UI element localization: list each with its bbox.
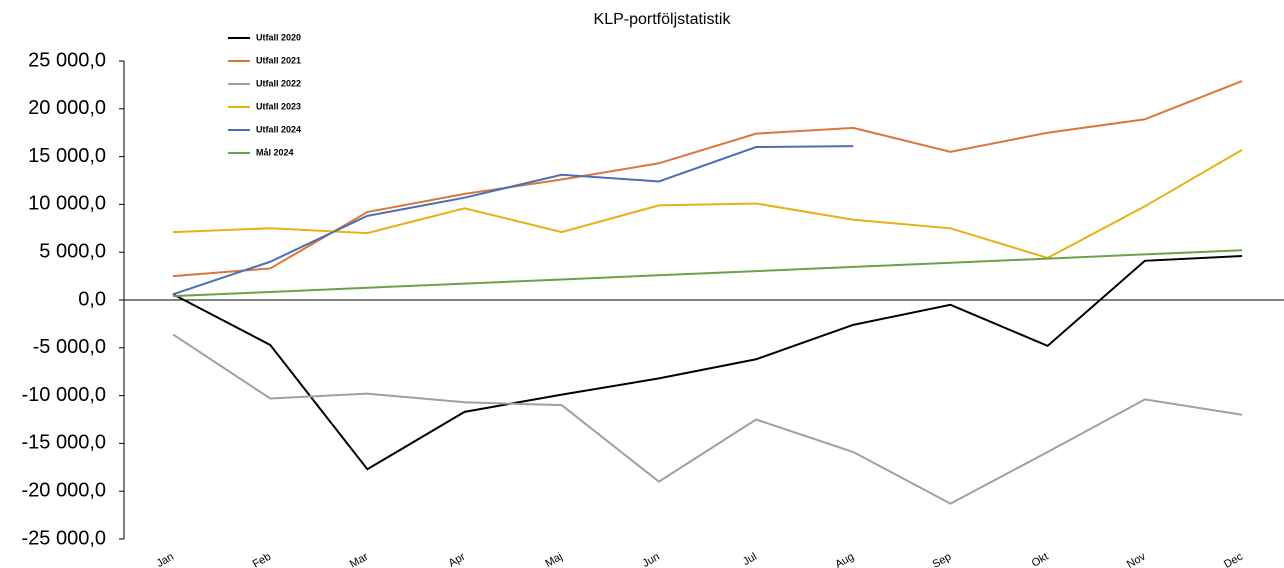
x-tick-label: Mar <box>348 551 371 568</box>
x-tick-label: Nov <box>1125 550 1148 568</box>
y-tick-label: -10 000,0 <box>21 384 106 406</box>
x-tick-label: Okt <box>1030 551 1051 568</box>
legend-label: Utfall 2023 <box>256 101 301 111</box>
y-tick-label: 0,0 <box>78 288 106 310</box>
y-tick-label: 5 000,0 <box>39 240 106 262</box>
x-tick-label: Jul <box>741 551 759 568</box>
y-tick-label: 10 000,0 <box>28 193 106 215</box>
x-tick-label: Sep <box>930 551 953 568</box>
y-tick-label: -25 000,0 <box>21 527 106 549</box>
chart-title: KLP-portföljstatistik <box>594 11 732 28</box>
x-tick-label: Jun <box>640 551 661 568</box>
line-series <box>172 255 1243 471</box>
y-tick-label: 25 000,0 <box>28 49 106 71</box>
x-tick-label: Dec <box>1222 550 1245 568</box>
line-series <box>172 80 1243 278</box>
x-tick-label: Jan <box>155 551 176 568</box>
legend-label: Utfall 2021 <box>256 55 301 65</box>
legend-label: Mål 2024 <box>256 147 294 157</box>
y-tick-label: -5 000,0 <box>33 336 106 358</box>
y-tick-label: 15 000,0 <box>28 145 106 167</box>
line-series <box>172 249 1243 298</box>
legend-label: Utfall 2020 <box>256 32 301 42</box>
legend-label: Utfall 2024 <box>256 124 301 134</box>
x-tick-label: Feb <box>251 551 273 568</box>
legend-label: Utfall 2022 <box>256 78 301 88</box>
y-tick-label: 20 000,0 <box>28 97 106 119</box>
x-tick-label: Apr <box>447 551 468 568</box>
y-tick-label: -20 000,0 <box>21 479 106 501</box>
line-series <box>172 145 854 296</box>
x-tick-label: Maj <box>543 551 564 568</box>
y-tick-label: -15 000,0 <box>21 432 106 454</box>
line-series <box>172 333 1243 505</box>
line-series <box>172 149 1243 260</box>
x-tick-label: Aug <box>833 551 856 568</box>
